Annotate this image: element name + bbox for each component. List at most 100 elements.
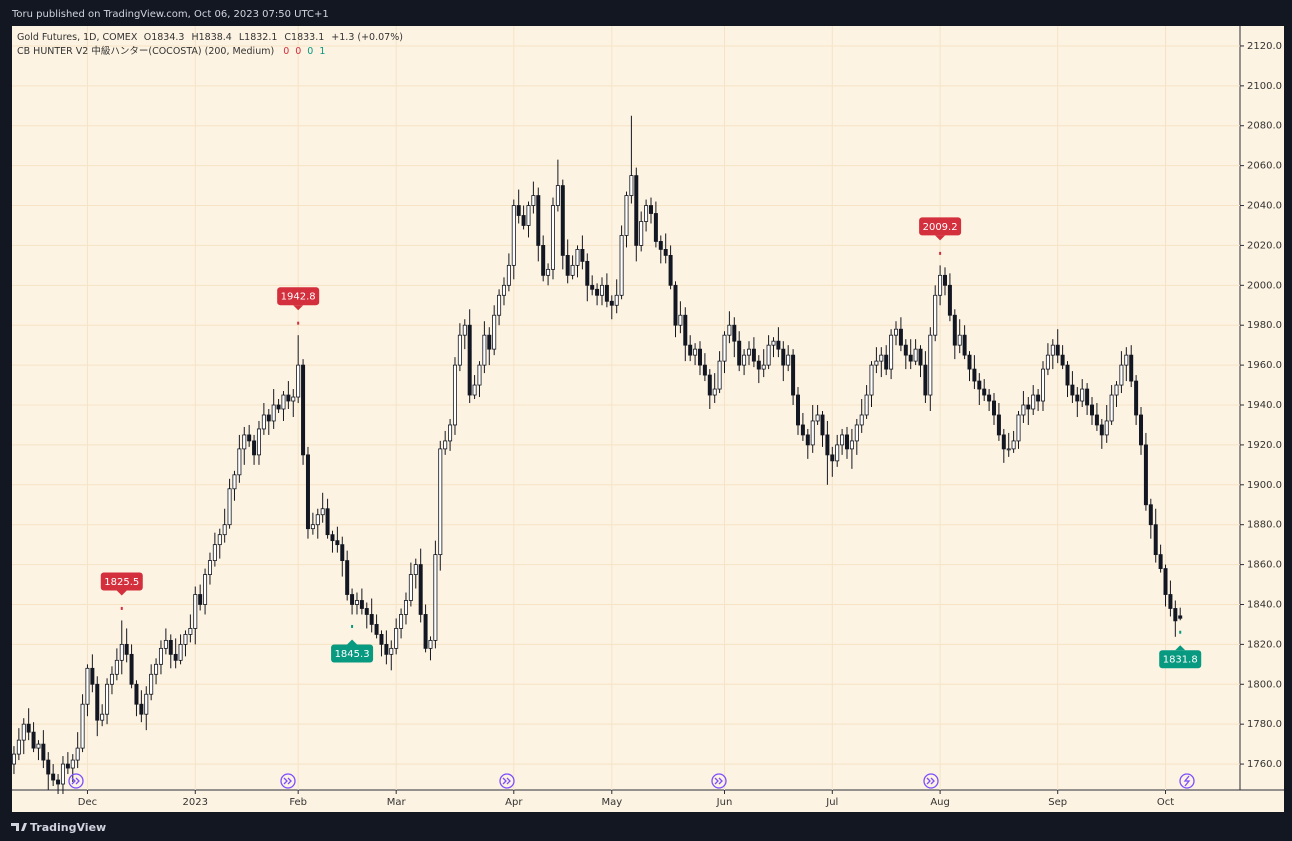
candle-body [212, 544, 217, 562]
candle-body [786, 354, 791, 366]
signal-dot [1179, 630, 1182, 634]
candle-body [506, 264, 511, 286]
candle-body [438, 448, 443, 556]
signal-dot [351, 624, 354, 628]
candle-body [1026, 404, 1031, 410]
candle-body [702, 364, 707, 376]
x-tick-label: Mar [387, 797, 407, 808]
candle-body [575, 249, 580, 266]
y-tick-label: 1780.0 [1247, 719, 1282, 730]
candle-body [560, 185, 565, 256]
candle-body [95, 683, 100, 721]
candle-body [222, 524, 227, 536]
candle-body [1065, 364, 1070, 386]
candle-body [1134, 380, 1139, 416]
x-tick-label: Jun [716, 797, 733, 808]
footer: TradingView [30, 821, 106, 834]
candle-body [663, 249, 668, 256]
candle-body [16, 739, 21, 755]
candle-body [1163, 568, 1168, 595]
candle-body [590, 284, 595, 290]
candle-body [413, 564, 418, 575]
candle-body [947, 284, 952, 316]
candle-body [864, 394, 869, 416]
candle-body [511, 205, 516, 266]
candle-body [325, 508, 330, 536]
candle-body [683, 314, 688, 346]
candle-body [835, 444, 840, 462]
candle-body [296, 364, 301, 398]
candle-body [203, 574, 208, 605]
candle-body [271, 404, 276, 422]
footer-logo: TradingView [11, 821, 106, 834]
event-icon [923, 773, 939, 789]
candle-body [820, 414, 825, 436]
legend: Gold Futures, 1D, COMEX O1834.3 H1838.4 L18… [17, 32, 403, 43]
candle-body [644, 205, 649, 222]
candle-body [805, 434, 810, 446]
candle-body [443, 440, 448, 450]
candle-body [996, 414, 1001, 436]
candle-body [501, 284, 506, 296]
candle-body [825, 434, 830, 456]
signal-label-box [1159, 650, 1202, 669]
signal-label-box [919, 217, 962, 236]
candle-body [310, 524, 315, 530]
candle-body [550, 205, 555, 270]
candle-body [678, 314, 683, 326]
candle-body [1011, 440, 1016, 450]
candle-body [56, 779, 61, 785]
candle-body [198, 594, 203, 605]
candle-body [60, 763, 65, 785]
candle-body [815, 414, 820, 422]
candle-body [301, 364, 306, 456]
candle-body [90, 667, 95, 685]
x-tick-label: May [601, 797, 622, 808]
candle-body [227, 488, 232, 526]
candle-body [859, 414, 864, 426]
candle-body [1050, 344, 1055, 356]
candle-body [732, 324, 737, 342]
candle-body [379, 634, 384, 645]
candle-body [737, 340, 742, 366]
x-tick-label: 2023 [183, 797, 208, 808]
candle-body [913, 348, 918, 362]
y-tick-label: 1920.0 [1247, 440, 1282, 451]
signal-label-pointer [935, 235, 946, 241]
candle-body [1099, 424, 1104, 436]
signal-label: 1845.3 [335, 649, 370, 660]
candle-body [791, 354, 796, 396]
candle-body [992, 400, 997, 416]
candle-body [1168, 594, 1173, 609]
signal-label: 1825.5 [104, 577, 139, 588]
candle-body [168, 639, 173, 655]
candle-body [977, 380, 982, 390]
candle-body [658, 241, 663, 250]
candle-body [266, 414, 271, 422]
candle-body [845, 434, 850, 450]
candle-body [795, 394, 800, 426]
candle-body [1031, 394, 1036, 410]
candle-body [526, 205, 531, 226]
candle-body [129, 653, 134, 685]
candle-body [428, 639, 433, 649]
candle-body [521, 215, 526, 226]
candle-body [800, 424, 805, 436]
candle-body [497, 294, 502, 316]
candle-body [761, 364, 766, 370]
candle-body [957, 334, 962, 346]
candle-body [634, 175, 639, 246]
signal-label-box [100, 572, 143, 591]
candle-body [908, 354, 913, 362]
legend-change: +1.3 (+0.07%) [331, 32, 403, 43]
candle-body [776, 340, 781, 350]
candle-body [898, 328, 903, 346]
candle-body [291, 396, 296, 402]
candle-body [546, 268, 551, 276]
candle-body [1036, 394, 1041, 402]
candle-body [756, 360, 761, 370]
candle-body [1021, 404, 1026, 416]
x-tick-label: Dec [78, 797, 97, 808]
x-tick-label: Aug [930, 797, 950, 808]
